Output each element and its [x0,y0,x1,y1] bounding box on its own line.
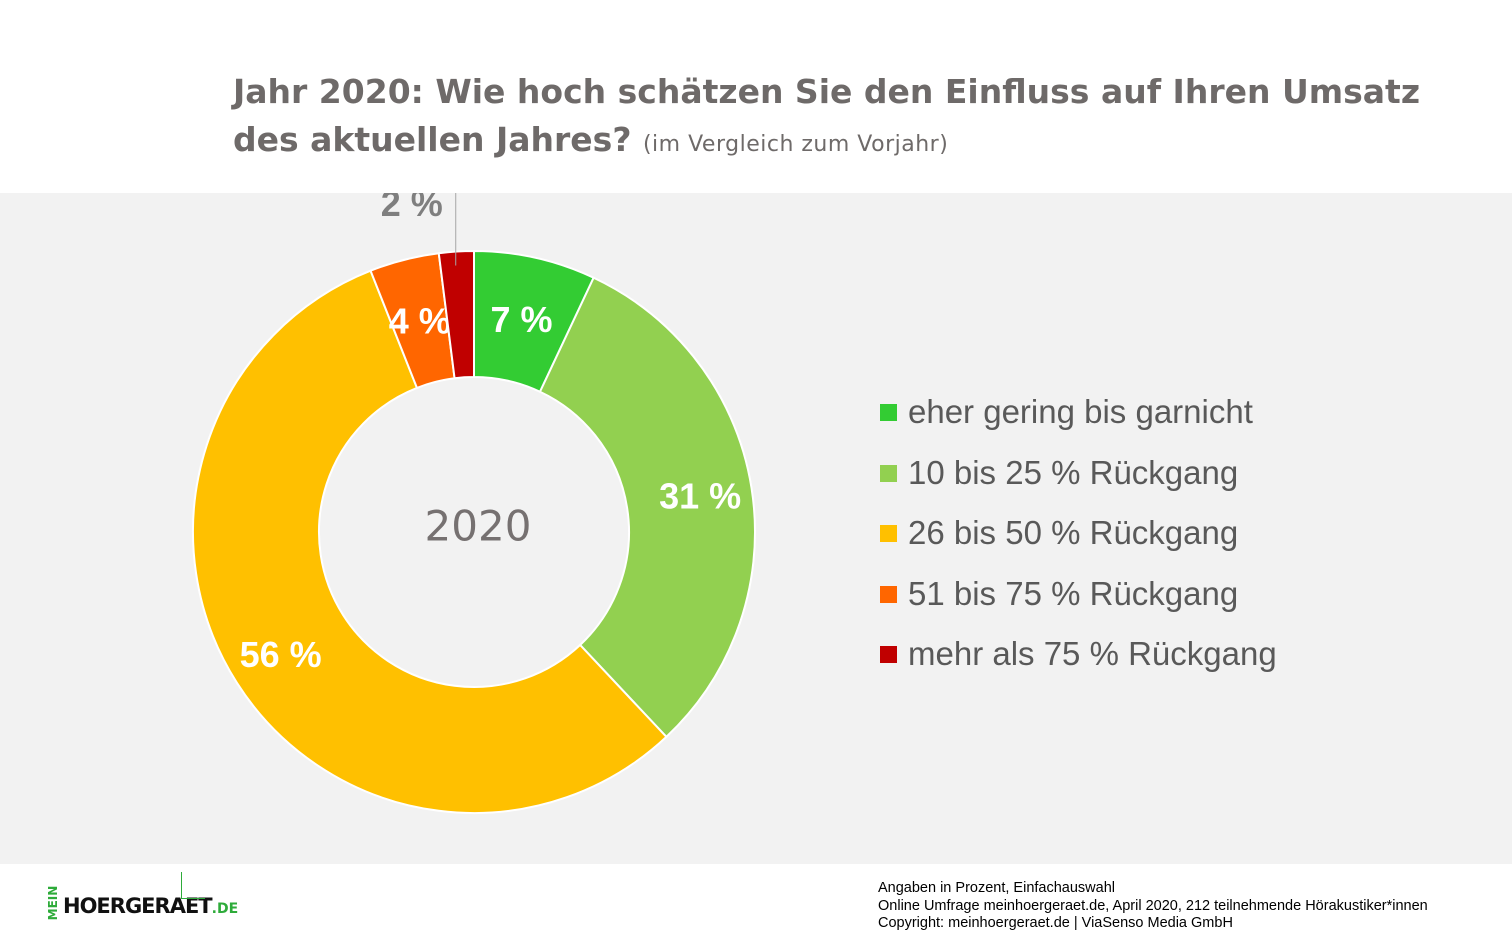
data-label-eher-gering-bis-garnicht: 7 % [491,299,553,340]
legend-label: eher gering bis garnicht [908,393,1253,430]
chart-title-line-1: Jahr 2020: Wie hoch schätzen Sie den Ein… [233,72,1421,111]
data-label-51-bis-75-r-ckgang: 4 % [389,300,451,341]
footer-notes: Angaben in Prozent, Einfachauswahl Onlin… [878,880,1428,933]
legend-label: 10 bis 25 % Rückgang [908,453,1239,491]
chart-title: Jahr 2020: Wie hoch schätzen Sie den Ein… [233,68,1433,169]
legend-swatch [880,404,897,421]
logo-line-horizontal [181,898,205,899]
data-label-26-bis-50-r-ckgang: 56 % [240,634,322,675]
logo-mein: MEIN [46,885,60,921]
legend-label: 26 bis 50 % Rückgang [908,514,1239,552]
footer-note-method: Angaben in Prozent, Einfachauswahl [878,880,1115,896]
legend-label: 51 bis 75 % Rückgang [908,574,1239,612]
chart-title-line-2-text: des aktuellen Jahres? [233,120,632,159]
legend-swatch [880,646,897,664]
data-label-mehr-als-75-r-ckgang: 2 % [381,193,443,224]
center-label: 2020 [425,502,532,551]
logo: MEIN HOERGERAET.DE [46,870,238,930]
legend-label: mehr als 75 % Rückgang [908,635,1277,673]
footer-note-copyright: Copyright: meinhoergeraet.de | ViaSenso … [878,915,1233,931]
logo-tld: .DE [211,901,239,917]
footer-note-survey: Online Umfrage meinhoergeraet.de, April … [878,897,1428,914]
legend-swatch [880,525,897,543]
legend-swatch [880,464,897,482]
chart-panel: 7 % 31 % 56 % 4 % 2 % 2020 eher gering bis ga… [0,193,1512,864]
logo-wordmark: HOERGERAET.DE [63,894,239,918]
donut-slice-26-bis-50-r-ckgang [192,269,668,814]
donut-slice-mehr-als-75-r-ckgang [437,249,475,380]
logo-line-vertical [181,872,182,898]
legend-swatch [880,585,897,603]
data-label-10-bis-25-r-ckgang: 31 % [659,476,741,517]
chart-subtitle: (im Vergleich zum Vorjahr) [642,132,949,157]
donut-chart: 7 % 31 % 56 % 4 % 2 % 2020 [192,193,756,814]
chart-title-line-2: des aktuellen Jahres? (im Vergleich zum … [233,116,1433,169]
donut-slice-10-bis-25-r-ckgang [538,276,756,739]
